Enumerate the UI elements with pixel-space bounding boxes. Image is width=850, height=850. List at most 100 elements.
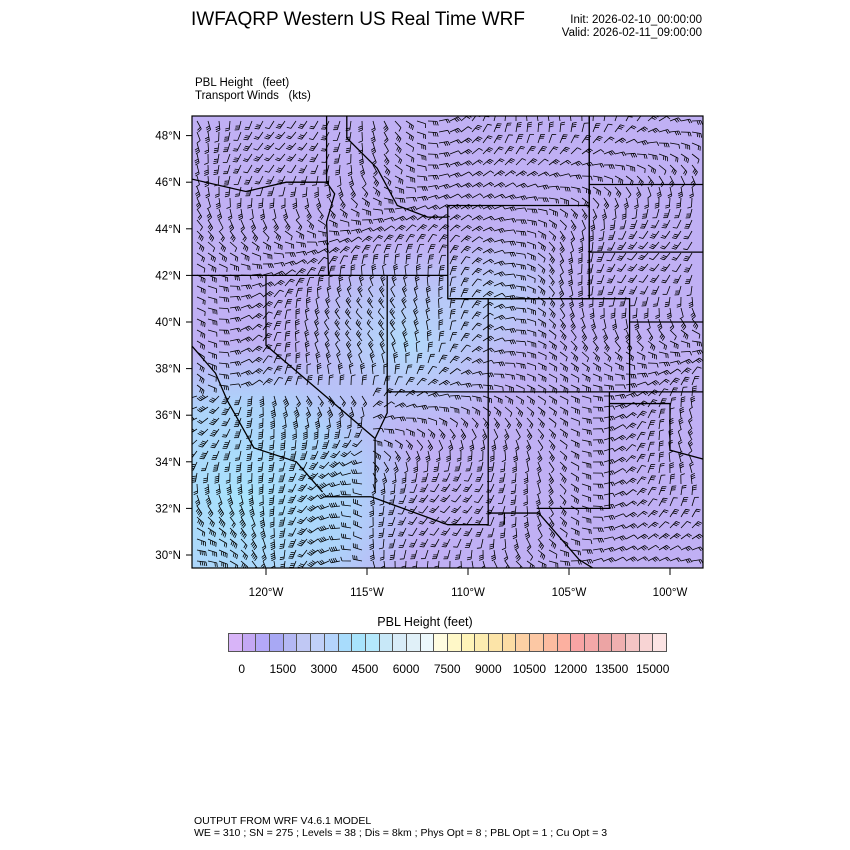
wind-barb xyxy=(614,373,625,380)
wind-barb xyxy=(196,340,206,350)
wind-barb xyxy=(240,370,253,376)
wind-barb xyxy=(405,164,415,173)
wind-barb xyxy=(535,505,541,518)
wind-barb xyxy=(625,351,634,362)
wind-barb xyxy=(658,474,666,485)
wind-barb xyxy=(328,535,341,541)
wind-barb xyxy=(350,459,363,465)
wind-barb xyxy=(236,472,242,484)
wind-barb xyxy=(321,439,330,449)
wind-barb xyxy=(430,538,440,548)
wind-barb xyxy=(284,376,293,386)
wind-barb xyxy=(548,362,558,372)
wind-barb xyxy=(680,153,689,164)
wind-barb xyxy=(617,285,627,295)
wind-barb xyxy=(449,406,460,414)
wind-barb xyxy=(474,505,484,514)
wind-barb xyxy=(680,329,689,340)
wind-barb xyxy=(275,120,286,129)
wind-barb xyxy=(382,263,387,276)
wind-barb xyxy=(559,230,566,242)
colorbar-label: 4500 xyxy=(351,662,379,676)
wind-barb xyxy=(603,525,616,531)
wind-barb xyxy=(207,219,214,232)
wind-barb xyxy=(490,549,496,562)
wind-barb xyxy=(614,351,623,362)
wind-barb xyxy=(372,461,380,473)
wind-barb xyxy=(269,505,275,517)
wind-barb xyxy=(526,274,536,283)
wind-barb xyxy=(636,545,649,551)
wind-barb xyxy=(596,274,605,284)
wind-barb xyxy=(647,510,659,518)
wind-barb xyxy=(215,483,221,496)
wind-barb xyxy=(371,120,376,133)
wind-barb xyxy=(636,400,648,408)
wind-barb xyxy=(471,311,482,320)
init-time: Init: 2026-02-10_00:00:00 xyxy=(570,14,702,26)
wind-barb xyxy=(232,164,242,174)
wind-barb xyxy=(631,208,638,220)
wind-barb xyxy=(559,428,568,439)
wind-barb xyxy=(482,417,490,429)
wind-barb xyxy=(570,373,580,383)
wind-barb xyxy=(526,318,537,326)
wind-barb xyxy=(339,219,350,227)
colorbar-label: 0 xyxy=(238,662,246,676)
wind-barb xyxy=(501,538,507,551)
wind-barb xyxy=(647,186,652,199)
wind-barb xyxy=(548,172,561,178)
wind-barb xyxy=(380,274,386,287)
wind-barb xyxy=(526,384,536,394)
wind-barb xyxy=(207,373,217,382)
wind-barb xyxy=(218,296,230,303)
wind-barb xyxy=(353,509,363,518)
wind-barb xyxy=(616,252,627,261)
wind-barb xyxy=(339,208,348,219)
wind-barb xyxy=(249,505,255,518)
wind-barb xyxy=(259,395,265,408)
wind-barb xyxy=(193,483,198,495)
wind-barb xyxy=(669,142,680,149)
wind-barb xyxy=(669,329,677,341)
wind-barb xyxy=(647,153,658,161)
wind-barb xyxy=(451,483,462,492)
wind-barb xyxy=(678,450,684,463)
wind-barb xyxy=(262,219,268,232)
wind-barb xyxy=(196,373,205,384)
wind-barb xyxy=(603,373,614,381)
wind-barb xyxy=(336,351,341,364)
wind-barb xyxy=(427,120,439,126)
wind-barb xyxy=(273,279,285,287)
wind-barb xyxy=(251,368,263,375)
wind-barb xyxy=(328,230,340,236)
wind-barb xyxy=(581,472,592,480)
wind-barb xyxy=(478,450,484,462)
wind-barb xyxy=(378,516,385,527)
wind-barb xyxy=(460,369,473,375)
wind-barb xyxy=(280,560,286,568)
wind-barb xyxy=(321,153,330,163)
wind-barb xyxy=(341,511,352,518)
wind-barb xyxy=(339,229,352,235)
wind-barb xyxy=(192,461,198,471)
wind-barb xyxy=(336,285,342,298)
wind-barb xyxy=(196,219,203,231)
wind-barb xyxy=(246,439,253,450)
wind-barb xyxy=(647,389,659,397)
wind-barb xyxy=(577,274,583,286)
wind-barb xyxy=(625,125,637,133)
wind-barb xyxy=(493,337,506,342)
wind-barb xyxy=(683,263,693,273)
wind-barb xyxy=(672,274,682,284)
wind-barb xyxy=(290,439,297,451)
wind-barb xyxy=(559,494,567,506)
wind-barb xyxy=(456,450,462,462)
wind-barb xyxy=(196,362,205,373)
colorbar-swatch xyxy=(283,634,298,651)
wind-barb xyxy=(416,365,425,375)
wind-barb xyxy=(438,244,448,254)
wind-barb xyxy=(603,395,615,401)
wind-barb xyxy=(207,296,218,304)
wind-barb xyxy=(279,527,286,538)
